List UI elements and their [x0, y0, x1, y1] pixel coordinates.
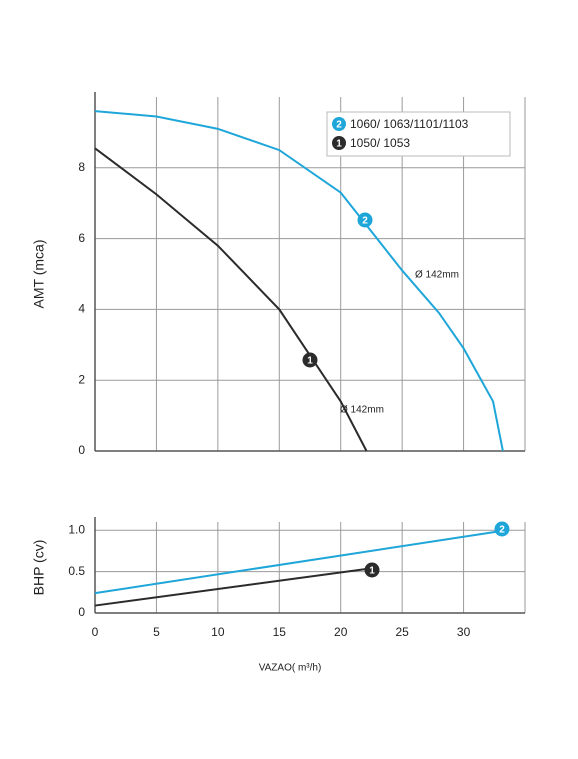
legend-label: 1060/ 1063/1101/1103 [350, 117, 469, 131]
legend-badge [332, 136, 346, 150]
y-tick-label: 1.0 [68, 522, 85, 536]
curve-badge [364, 562, 380, 578]
y-tick-label: 4 [78, 302, 85, 316]
x-tick-label: 20 [334, 625, 348, 639]
x-tick-label: 10 [211, 625, 225, 639]
x-tick-label: 30 [457, 625, 471, 639]
y-tick-label: 2 [78, 372, 85, 386]
legend-label: 1050/ 1053 [350, 136, 410, 150]
curve-badge-label: 2 [362, 216, 368, 227]
legend-badge [332, 117, 346, 131]
y-tick-label: 0 [78, 443, 85, 457]
x-tick-label: 0 [92, 625, 99, 639]
curve-badge [494, 521, 510, 537]
y-axis-label: BHP (cv) [31, 540, 47, 596]
series-line [94, 110, 504, 452]
curve-note: Ø 142mm [415, 270, 459, 281]
series-line [94, 568, 366, 607]
curve-badge [302, 352, 318, 368]
curve-badge-label: 2 [499, 525, 505, 536]
x-axis-label: VAZAO( m³/h) [259, 663, 322, 674]
curve-note: Ø 142mm [340, 405, 384, 416]
curve-badge [357, 212, 373, 228]
legend-box [326, 111, 511, 157]
y-tick-label: 0.5 [68, 564, 85, 578]
series-line [94, 530, 501, 595]
legend-badge-label: 1 [336, 139, 342, 150]
curve-badge-label: 1 [307, 356, 313, 367]
x-tick-label: 15 [273, 625, 287, 639]
x-tick-label: 5 [153, 625, 160, 639]
y-tick-label: 0 [78, 605, 85, 619]
y-tick-label: 8 [78, 160, 85, 174]
series-line [94, 147, 368, 452]
y-tick-label: 6 [78, 231, 85, 245]
y-axis-label: AMT (mca) [31, 240, 47, 309]
curve-badge-label: 1 [369, 566, 375, 577]
x-tick-label: 25 [395, 625, 409, 639]
legend-badge-label: 2 [336, 120, 342, 131]
